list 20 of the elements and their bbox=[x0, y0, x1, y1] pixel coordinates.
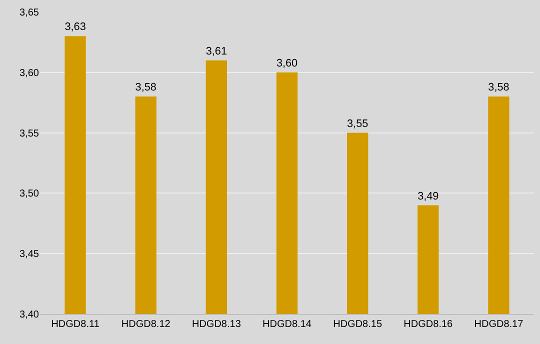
y-tick-label: 3,55 bbox=[20, 128, 40, 140]
data-label: 3,49 bbox=[418, 190, 439, 202]
y-tick-label: 3,45 bbox=[20, 249, 40, 260]
x-tick-label: HDGD8.11 bbox=[51, 319, 100, 330]
data-label: 3,58 bbox=[488, 82, 510, 94]
x-tick-label: HDGD8.12 bbox=[121, 319, 171, 330]
data-label: 3,63 bbox=[64, 21, 86, 34]
data-label: 3,55 bbox=[347, 118, 368, 130]
y-tick-label: 3,65 bbox=[20, 8, 40, 18]
x-tick-label: HDGD8.13 bbox=[192, 319, 242, 330]
data-label: 3,58 bbox=[135, 82, 156, 94]
data-label: 3,60 bbox=[276, 57, 298, 70]
x-tick-label: HDGD8.17 bbox=[474, 319, 524, 330]
y-tick-label: 3,50 bbox=[20, 188, 40, 200]
x-tick-label: HDGD8.16 bbox=[404, 319, 454, 330]
data-label: 3,61 bbox=[206, 45, 227, 58]
y-tick-label: 3,40 bbox=[20, 310, 40, 320]
x-tick-label: HDGD8.14 bbox=[262, 319, 312, 330]
x-tick-label: HDGD8.15 bbox=[333, 319, 382, 330]
y-tick-label: 3,60 bbox=[20, 68, 40, 79]
